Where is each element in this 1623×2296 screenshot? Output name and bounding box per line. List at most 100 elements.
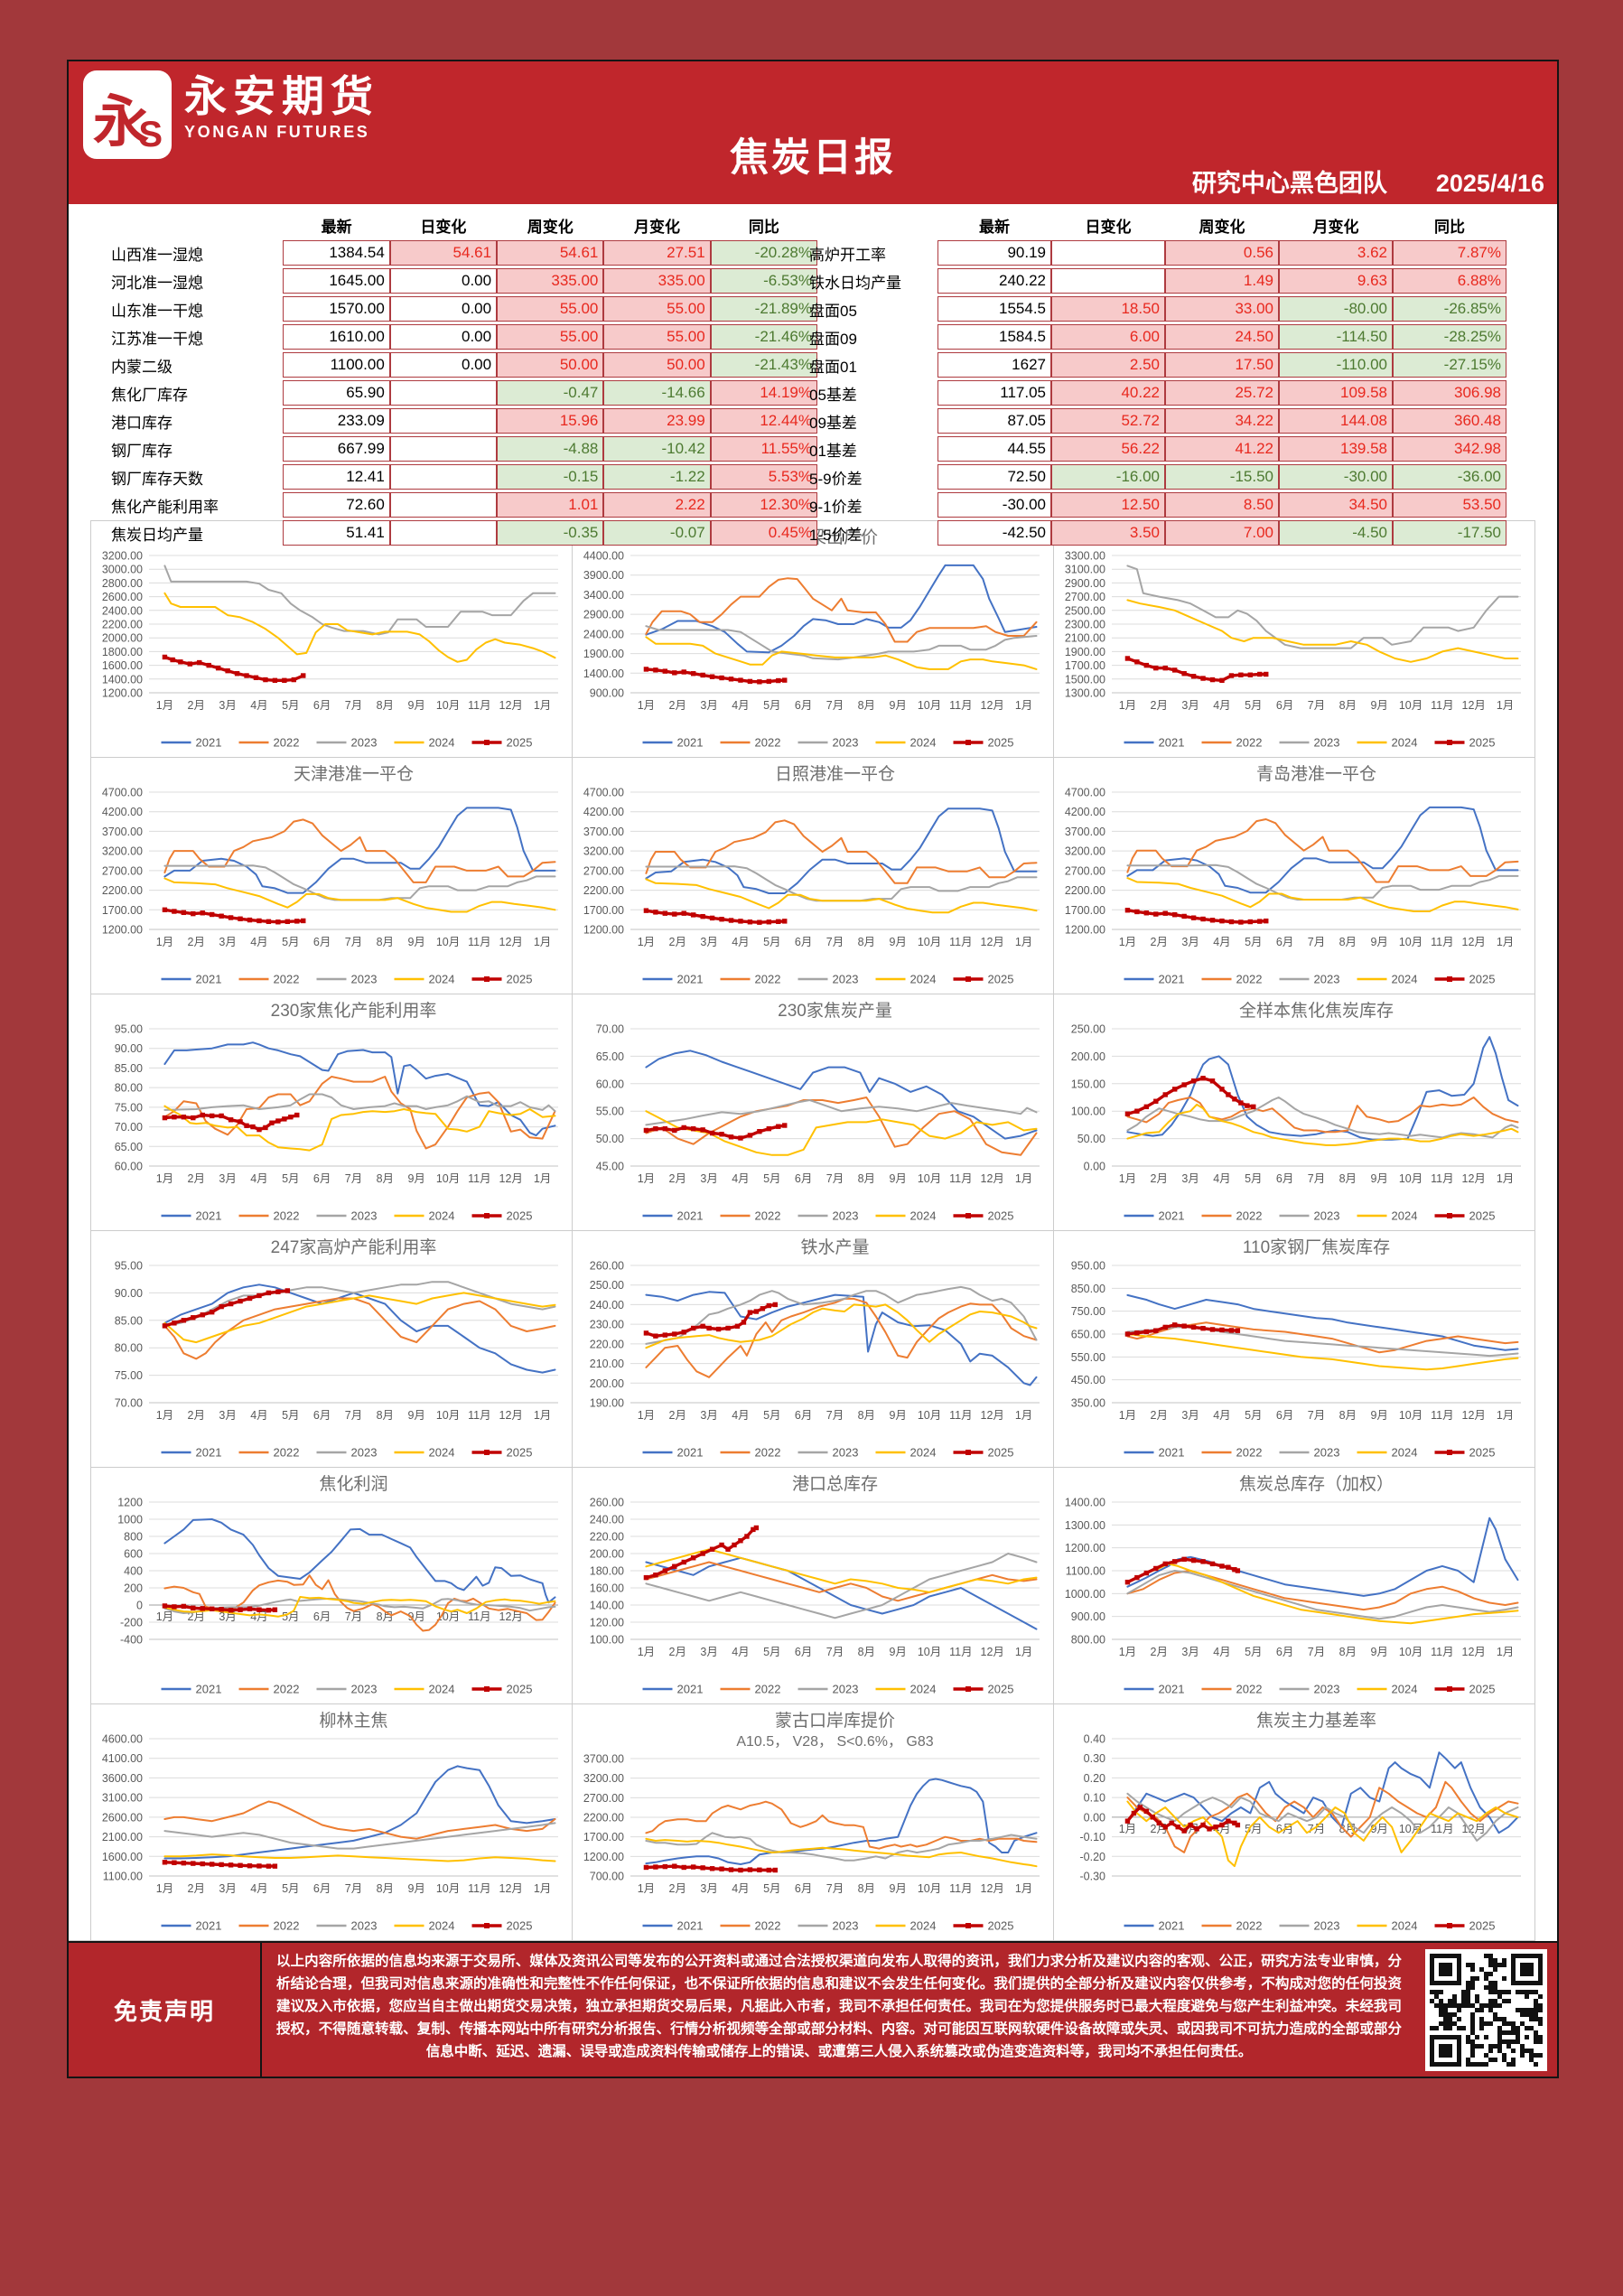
charts-grid: 临汾出厂价1200.001400.001600.001800.002000.00…	[69, 520, 1535, 1941]
legend-label-2022: 2022	[755, 1209, 781, 1223]
value-cell: -110.00	[1279, 352, 1393, 378]
x-axis-tick: 8月	[1339, 1409, 1357, 1422]
chart-canvas-steel-mill-coke-inventory-110: 110家钢厂焦炭库存 350.00 450.00 550.00 650.00 750.00…	[1071, 1237, 1521, 1460]
legend-label-2025: 2025	[988, 1209, 1014, 1223]
chart-canvas-hot-metal-output: 铁水产量 190.00 200.00 210.00 220.00 230.00 240.00…	[590, 1237, 1040, 1460]
x-axis-tick: 9月	[1370, 936, 1387, 948]
chart-canvas-mongolia-port-pickup-price: 蒙古口岸库提价 A10.5， V28， S<0.6%， G83 700.00 1200…	[583, 1711, 1040, 1933]
value-cell: 8.50	[1165, 492, 1279, 518]
table-row: 焦炭日均产量 51.41 -0.35 -0.07 0.45%	[109, 520, 817, 546]
table-row: 盘面05 1554.5 18.50 33.00 -80.00 -26.85%	[807, 296, 1506, 322]
row-label: 9-1价差	[809, 498, 863, 516]
legend-label-2021: 2021	[196, 973, 222, 986]
table-row: 05基差 117.05 40.22 25.72 109.58 306.98	[807, 380, 1506, 406]
value-cell: 41.22	[1165, 436, 1279, 462]
legend-label-2022: 2022	[755, 973, 781, 986]
legend-label-2025: 2025	[507, 1683, 533, 1696]
series-2023	[163, 1093, 556, 1113]
legend-label-2022: 2022	[1236, 1919, 1263, 1933]
column-header: 周变化	[527, 219, 574, 236]
chart-canvas-lvliang-exfactory-price: 吕梁出厂价900.001400.001900.002400.002900.003…	[583, 527, 1040, 750]
legend-label-2025: 2025	[988, 1683, 1014, 1696]
x-axis-tick: 12月	[981, 1646, 1004, 1658]
x-axis-tick: 1月	[156, 1172, 173, 1185]
y-axis-tick: 4400.00	[583, 550, 624, 563]
x-axis-tick: 11月	[949, 1172, 972, 1185]
series-2024	[163, 1292, 556, 1344]
y-axis-tick: -0.10	[1080, 1831, 1106, 1843]
y-axis-tick: 4700.00	[1065, 787, 1105, 799]
chart-changzhi-exfactory-price: 长治出厂价1300.001500.001700.001900.002100.00…	[1053, 520, 1534, 757]
value-cell: 0.45%	[710, 520, 817, 546]
x-axis-tick: 8月	[377, 699, 394, 712]
row-label: 盘面01	[809, 358, 857, 376]
legend-label-2024: 2024	[1392, 1683, 1418, 1696]
legend-label-2024: 2024	[910, 1446, 937, 1460]
value-cell: 34.50	[1279, 492, 1393, 518]
x-axis-tick: 7月	[1308, 1823, 1325, 1835]
row-label: 山东准一干熄	[111, 302, 203, 320]
x-axis-tick: 2月	[1151, 1409, 1168, 1422]
y-axis-tick: 4200.00	[1065, 806, 1105, 818]
x-axis-tick: 5月	[1245, 1823, 1262, 1835]
y-axis-tick: 0.10	[1084, 1792, 1105, 1805]
series-2023	[1126, 1097, 1519, 1139]
value-cell: 335.00	[603, 268, 711, 294]
table-row: 山西准一湿熄 1384.54 54.61 54.61 27.51 -20.28%	[109, 240, 817, 266]
series-2024	[163, 1596, 556, 1618]
x-axis-tick: 12月	[981, 1882, 1004, 1895]
x-axis-tick: 11月	[468, 1172, 490, 1185]
y-axis-tick: 0.30	[1084, 1752, 1105, 1765]
series-2025	[644, 667, 787, 684]
y-axis-tick: 3200.00	[102, 845, 143, 858]
table-row: 盘面01 1627 2.50 17.50 -110.00 -27.15%	[807, 352, 1506, 378]
legend-label-2023: 2023	[1314, 1209, 1340, 1223]
series-2022	[1126, 1097, 1519, 1134]
x-axis-tick: 10月	[1399, 1646, 1422, 1658]
qr-code-area	[1414, 1943, 1557, 2077]
x-axis-tick: 8月	[377, 1882, 394, 1895]
x-axis-tick: 10月	[436, 699, 460, 712]
legend-label-2023: 2023	[351, 1209, 378, 1223]
legend-label-2021: 2021	[677, 1209, 704, 1223]
y-axis-tick: 200.00	[590, 1377, 624, 1390]
y-axis-tick: 230.00	[590, 1319, 624, 1331]
series-2024	[1126, 1103, 1519, 1146]
y-axis-tick: 3200.00	[1065, 845, 1105, 858]
legend-label-2023: 2023	[351, 1919, 378, 1933]
value-cell: 18.50	[1051, 296, 1165, 322]
value-cell: -27.15%	[1393, 352, 1506, 378]
value-cell: 0.56	[1165, 240, 1279, 266]
y-axis-tick: 0	[136, 1600, 143, 1612]
x-axis-tick: 8月	[1339, 1172, 1357, 1185]
value-cell: 90.19	[937, 240, 1051, 266]
table-row: 内蒙二级 1100.00 0.00 50.00 50.00 -21.43%	[109, 352, 817, 378]
y-axis-tick: 250.00	[1071, 1023, 1105, 1036]
x-axis-tick: 5月	[763, 1409, 780, 1422]
chart-canvas-coke-main-basis-rate: 焦炭主力基差率 -0.30 -0.20 -0.10 0.00 0.10 0.20 0.30 0.…	[1080, 1711, 1521, 1933]
x-axis-tick: 7月	[345, 936, 362, 948]
legend-label-2024: 2024	[1392, 1919, 1418, 1933]
y-axis-tick: 75.00	[115, 1369, 143, 1382]
chart-title: 天津港准一平仓	[294, 764, 414, 784]
x-axis-tick: 1月	[1497, 1646, 1514, 1658]
x-axis-tick: 3月	[700, 1409, 717, 1422]
x-axis-tick: 2月	[669, 1172, 686, 1185]
y-axis-tick: 350.00	[1071, 1397, 1105, 1410]
report-body: 最新 日变化 周变化 月变化 同比 山西准一湿熄 1384.54 54.61 54.61 27.5…	[69, 204, 1557, 1941]
x-axis-tick: 5月	[282, 936, 299, 948]
chart-title: 230家焦炭产量	[778, 1001, 892, 1021]
chart-canvas-linfen-exfactory-price: 临汾出厂价1200.001400.001600.001800.002000.00…	[102, 527, 558, 750]
y-axis-tick: 2700.00	[1065, 864, 1105, 877]
x-axis-tick: 12月	[1462, 936, 1486, 948]
x-axis-tick: 4月	[732, 699, 749, 712]
legend-label-2024: 2024	[910, 736, 937, 750]
x-axis-tick: 12月	[1462, 1409, 1486, 1422]
legend-label-2023: 2023	[833, 1446, 859, 1460]
value-cell: 233.09	[283, 408, 390, 434]
x-axis-tick: 4月	[1213, 1646, 1230, 1658]
series-2023	[645, 1285, 1038, 1345]
x-axis-tick: 6月	[313, 1610, 331, 1623]
x-axis-tick: 1月	[638, 1646, 655, 1658]
value-cell: 7.87%	[1393, 240, 1506, 266]
